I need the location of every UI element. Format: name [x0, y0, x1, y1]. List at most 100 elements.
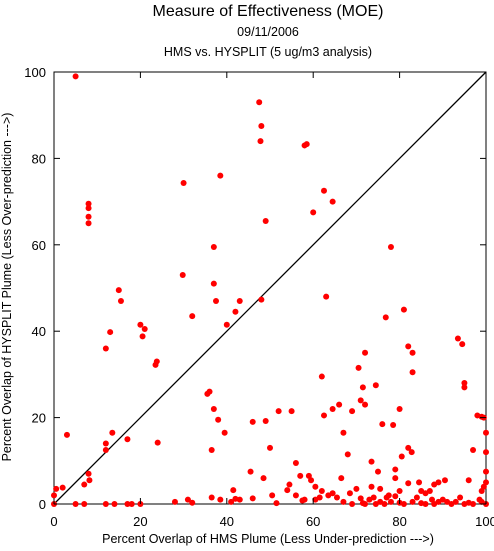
data-point: [308, 477, 315, 484]
data-point: [111, 501, 118, 507]
data-point: [344, 451, 351, 458]
data-point: [318, 488, 325, 495]
data-point: [63, 431, 70, 438]
data-point: [85, 205, 92, 212]
data-point: [405, 480, 412, 487]
data-point: [247, 468, 254, 475]
data-point: [51, 492, 57, 499]
data-point: [416, 479, 423, 486]
data-point: [318, 373, 325, 380]
x-tick-label: 20: [133, 514, 147, 529]
data-point: [310, 209, 317, 216]
points-layer: [51, 73, 489, 507]
data-point: [405, 444, 412, 451]
data-point: [359, 384, 366, 391]
data-point: [85, 200, 92, 207]
data-point: [297, 472, 304, 479]
data-point: [409, 498, 416, 505]
data-point: [232, 308, 239, 315]
data-point: [85, 470, 92, 477]
data-point: [72, 73, 79, 80]
data-point: [184, 496, 191, 503]
data-point: [470, 447, 477, 453]
data-point: [303, 141, 310, 148]
x-axis-label: Percent Overlap of HMS Plume (Less Under…: [102, 532, 434, 546]
data-point: [387, 243, 394, 250]
data-point: [292, 492, 299, 499]
data-point: [422, 501, 429, 507]
data-point: [362, 501, 369, 507]
data-point: [59, 484, 66, 491]
data-point: [102, 501, 109, 507]
data-point: [338, 475, 345, 482]
chart-subtitle-date: 09/11/2006: [237, 25, 299, 39]
data-point: [171, 498, 178, 505]
x-tick-label: 0: [50, 514, 57, 529]
x-tick-label: 80: [392, 514, 406, 529]
data-point: [213, 297, 219, 304]
data-point: [179, 272, 186, 279]
data-point: [115, 287, 122, 294]
data-point: [435, 498, 442, 505]
data-point: [448, 501, 455, 507]
data-point: [387, 498, 394, 505]
chart-subtitle-analysis: HMS vs. HYSPLIT (5 ug/m3 analysis): [164, 45, 372, 59]
data-point: [312, 483, 319, 490]
data-point: [223, 321, 230, 328]
diagonal-layer: [53, 71, 487, 505]
data-point: [392, 493, 399, 500]
data-point: [483, 449, 489, 456]
y-tick-label: 80: [32, 151, 46, 166]
data-point: [409, 369, 416, 376]
data-point: [208, 494, 215, 501]
data-point: [381, 501, 388, 507]
data-point: [262, 218, 269, 225]
data-point: [483, 468, 489, 475]
data-point: [408, 449, 415, 456]
y-tick-label: 0: [39, 497, 46, 512]
data-point: [400, 306, 407, 313]
data-point: [392, 466, 399, 473]
plot-area: [53, 71, 487, 505]
data-point: [483, 429, 489, 436]
data-point: [336, 401, 343, 408]
x-tick-label: 60: [306, 514, 320, 529]
data-point: [128, 501, 135, 507]
data-point: [141, 326, 148, 333]
data-point: [154, 439, 161, 446]
data-point: [124, 436, 131, 443]
data-point: [53, 485, 60, 492]
data-point: [109, 429, 116, 436]
data-point: [210, 280, 217, 287]
data-point: [180, 180, 187, 187]
data-point: [206, 388, 213, 395]
data-point: [396, 488, 403, 495]
data-point: [390, 421, 397, 428]
data-point: [107, 329, 114, 336]
data-point: [396, 405, 403, 412]
y-axis-label: Percent Overlap of HYSPLIT Plume (Less O…: [0, 113, 14, 462]
data-point: [329, 198, 336, 205]
data-point: [228, 498, 235, 505]
data-point: [357, 397, 364, 404]
data-point: [269, 492, 276, 499]
data-point: [316, 494, 323, 501]
data-point: [398, 453, 405, 460]
y-tick-label: 60: [32, 238, 46, 253]
data-point: [385, 492, 392, 499]
data-point: [249, 418, 256, 425]
data-point: [362, 349, 369, 356]
data-point: [137, 321, 144, 328]
data-point: [256, 99, 263, 106]
data-point: [189, 499, 196, 506]
data-point: [457, 494, 464, 501]
x-tick-label: 100: [475, 514, 494, 529]
data-point: [375, 468, 381, 475]
data-point: [400, 501, 407, 507]
data-point: [102, 440, 109, 447]
data-point: [426, 488, 433, 495]
data-point: [392, 475, 399, 482]
data-point: [323, 293, 330, 300]
data-point: [349, 501, 356, 507]
chart-title: Measure of Effectiveness (MOE): [153, 3, 384, 20]
